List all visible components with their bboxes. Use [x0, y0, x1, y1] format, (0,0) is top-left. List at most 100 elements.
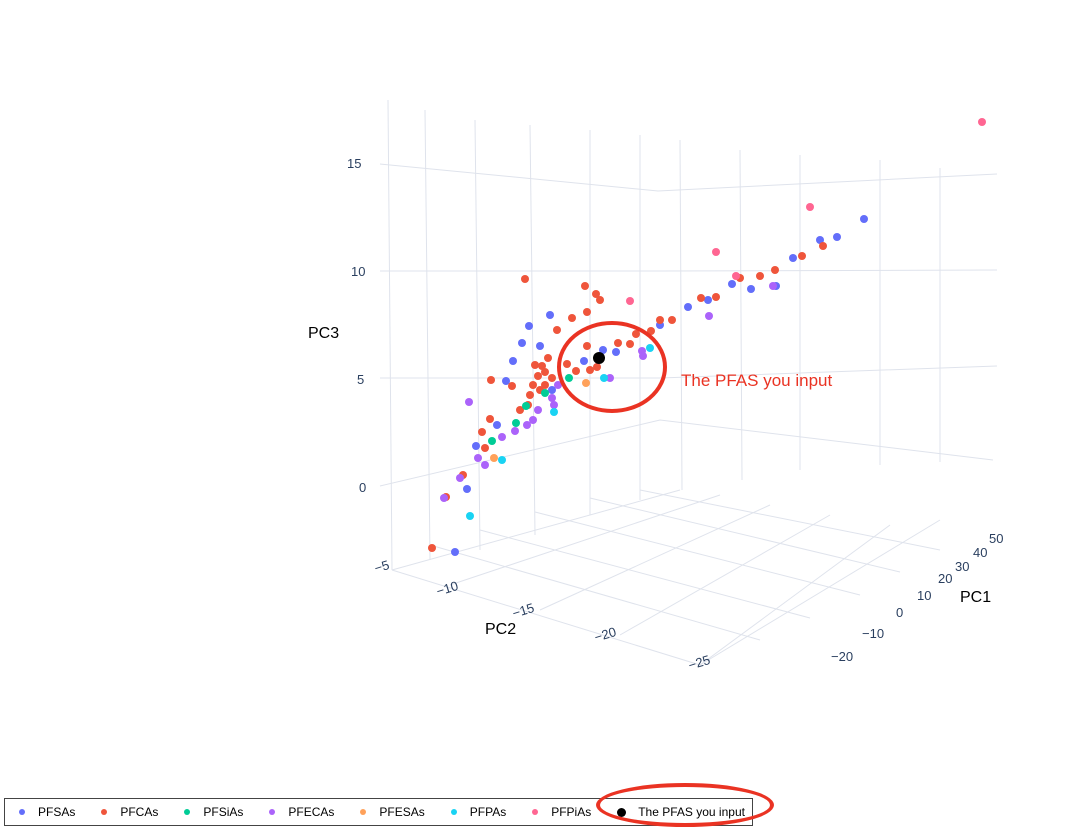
point-pfcas[interactable] [583, 308, 591, 316]
point-pfecas[interactable] [639, 352, 647, 360]
point-pfcas[interactable] [656, 316, 664, 324]
point-pfsias[interactable] [512, 419, 520, 427]
point-pfcas[interactable] [614, 339, 622, 347]
point-pfsas[interactable] [472, 442, 480, 450]
point-pfsas[interactable] [518, 339, 526, 347]
point-pfcas[interactable] [544, 354, 552, 362]
point-pfpias[interactable] [806, 203, 814, 211]
point-pfcas[interactable] [697, 294, 705, 302]
point-pfcas[interactable] [553, 326, 561, 334]
point-pfsas[interactable] [536, 342, 544, 350]
point-pfcas[interactable] [626, 340, 634, 348]
point-pfecas[interactable] [456, 474, 464, 482]
point-pfsas[interactable] [493, 421, 501, 429]
legend-item-the-pfas-you-input[interactable]: The PFAS you input [617, 805, 745, 819]
point-pfsas[interactable] [525, 322, 533, 330]
point-pfcas[interactable] [568, 314, 576, 322]
point-pfecas[interactable] [529, 416, 537, 424]
point-pfpas[interactable] [646, 344, 654, 352]
point-pfsas[interactable] [684, 303, 692, 311]
point-pfsas[interactable] [860, 215, 868, 223]
point-pfecas[interactable] [705, 312, 713, 320]
point-pfecas[interactable] [523, 421, 531, 429]
point-pfcas[interactable] [563, 360, 571, 368]
point-pfcas[interactable] [771, 266, 779, 274]
point-pfsas[interactable] [451, 548, 459, 556]
point-pfsas[interactable] [612, 348, 620, 356]
point-pfsas[interactable] [580, 357, 588, 365]
point-pfecas[interactable] [534, 406, 542, 414]
point-pfcas[interactable] [516, 406, 524, 414]
point-pfpas[interactable] [466, 512, 474, 520]
point-pfpias[interactable] [732, 272, 740, 280]
point-pfsas[interactable] [728, 280, 736, 288]
point-pfsas[interactable] [463, 485, 471, 493]
point-pfcas[interactable] [756, 272, 764, 280]
point-pfecas[interactable] [554, 381, 562, 389]
point-pfesas[interactable] [490, 454, 498, 462]
point-pfcas[interactable] [819, 242, 827, 250]
point-pfcas[interactable] [572, 367, 580, 375]
point-pfpias[interactable] [978, 118, 986, 126]
point-pfcas[interactable] [478, 428, 486, 436]
point-pfsias[interactable] [565, 374, 573, 382]
point-pfcas[interactable] [548, 374, 556, 382]
point-pfcas[interactable] [428, 544, 436, 552]
legend-item-pfcas[interactable]: PFCAs [101, 805, 158, 819]
point-pfcas[interactable] [596, 296, 604, 304]
point-pfecas[interactable] [769, 282, 777, 290]
point-pfcas[interactable] [487, 376, 495, 384]
point-pfsas[interactable] [704, 296, 712, 304]
point-pfpias[interactable] [626, 297, 634, 305]
point-pfcas[interactable] [712, 293, 720, 301]
point-pfcas[interactable] [529, 381, 537, 389]
point-pfcas[interactable] [538, 362, 546, 370]
point-pfcas[interactable] [541, 368, 549, 376]
legend-item-pfecas[interactable]: PFECAs [269, 805, 334, 819]
point-pfsias[interactable] [488, 437, 496, 445]
point-pfsas[interactable] [546, 311, 554, 319]
point-pfcas[interactable] [541, 381, 549, 389]
point-pfecas[interactable] [511, 427, 519, 435]
point-pfcas[interactable] [526, 391, 534, 399]
point-pfcas[interactable] [668, 316, 676, 324]
point-pfsias[interactable] [541, 389, 549, 397]
legend-item-pfesas[interactable]: PFESAs [360, 805, 425, 819]
point-pfsas[interactable] [599, 346, 607, 354]
point-pfcas[interactable] [586, 366, 594, 374]
point-pfsas[interactable] [789, 254, 797, 262]
point-pfcas[interactable] [486, 415, 494, 423]
point-pfecas[interactable] [548, 394, 556, 402]
point-pfsas[interactable] [502, 377, 510, 385]
point-pfecas[interactable] [440, 494, 448, 502]
point-pfecas[interactable] [465, 398, 473, 406]
legend-item-pfsias[interactable]: PFSiAs [184, 805, 243, 819]
point-pfecas[interactable] [474, 454, 482, 462]
point-pfpas[interactable] [600, 374, 608, 382]
point-pfpas[interactable] [550, 408, 558, 416]
point-pfcas[interactable] [592, 290, 600, 298]
point-pfcas[interactable] [531, 361, 539, 369]
point-pfcas[interactable] [798, 252, 806, 260]
point-pfecas[interactable] [481, 461, 489, 469]
point-pfcas[interactable] [581, 282, 589, 290]
point-pfecas[interactable] [550, 401, 558, 409]
point-pfcas[interactable] [508, 382, 516, 390]
point-the-pfas-you-input[interactable] [593, 352, 605, 364]
point-pfcas[interactable] [632, 330, 640, 338]
point-pfcas[interactable] [481, 444, 489, 452]
point-pfcas[interactable] [593, 363, 601, 371]
point-pfsias[interactable] [522, 402, 530, 410]
point-pfecas[interactable] [606, 374, 614, 382]
point-pfecas[interactable] [498, 433, 506, 441]
point-pfpas[interactable] [498, 456, 506, 464]
legend-item-pfpias[interactable]: PFPiAs [532, 805, 591, 819]
legend-item-pfpas[interactable]: PFPAs [450, 805, 506, 819]
point-pfcas[interactable] [583, 342, 591, 350]
point-pfsas[interactable] [833, 233, 841, 241]
point-pfsas[interactable] [548, 386, 556, 394]
point-pfsas[interactable] [747, 285, 755, 293]
point-pfsas[interactable] [509, 357, 517, 365]
point-pfpias[interactable] [712, 248, 720, 256]
point-pfsas[interactable] [816, 236, 824, 244]
